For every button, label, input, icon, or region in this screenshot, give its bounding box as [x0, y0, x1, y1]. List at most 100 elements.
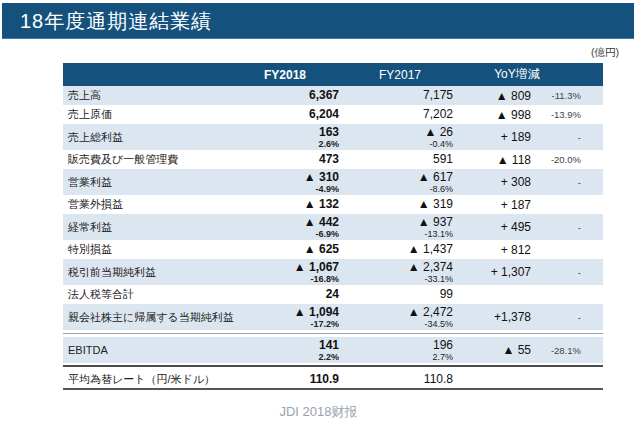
fy2018-margin-pct: 2.6% [231, 139, 353, 149]
cell-yoy: ▲ 118 [471, 150, 543, 169]
separator-line [63, 330, 603, 337]
cell-change-pct: - [543, 169, 603, 195]
cell-yoy: + 308 [471, 169, 543, 195]
cell-change-pct: - [543, 214, 603, 240]
cell-fy2017: ▲ 26-0.4% [353, 124, 471, 150]
table-row: 特別損益▲ 625▲ 1,437+ 812 [63, 240, 603, 259]
row-label: 売上総利益 [63, 124, 231, 150]
row-label: 法人税等合計 [63, 285, 231, 304]
cell-fy2017: 1962.7% [353, 337, 471, 363]
cell-yoy: + 812 [471, 240, 543, 259]
table-row: 税引前当期純利益▲ 1,067-16.8%▲ 2,374-33.1%+ 1,30… [63, 259, 603, 285]
fy2017-value: ▲ 319 [353, 198, 471, 211]
table-row: EBITDA1412.2%1962.7%▲ 55-28.1% [63, 337, 603, 363]
row-label: 特別損益 [63, 240, 231, 259]
table-separator-gray [63, 330, 603, 337]
fy2018-value: 141 [231, 339, 353, 352]
cell-change-pct: -20.0% [543, 150, 603, 169]
fy2018-value: ▲ 1,094 [231, 306, 353, 319]
cell-yoy: ▲ 998 [471, 105, 543, 124]
cell-yoy: ▲ 55 [471, 337, 543, 363]
cell-yoy: + 1,307 [471, 259, 543, 285]
fy2017-value: ▲ 1,437 [353, 243, 471, 256]
fy2017-value: 110.8 [353, 373, 471, 386]
table-row: 経常利益▲ 442-6.9%▲ 937-13.1%+ 495- [63, 214, 603, 240]
table-row: 平均為替レート（円/米ドル）110.9110.8 [63, 370, 603, 389]
cell-change-pct [543, 370, 603, 389]
cell-change-pct: -11.3% [543, 86, 603, 105]
page-title: 18年度通期連結業績 [2, 3, 634, 39]
cell-change-pct [543, 240, 603, 259]
fy2018-margin-pct: 2.2% [231, 352, 353, 362]
fy2018-value: 6,367 [231, 89, 353, 102]
cell-yoy [471, 285, 543, 304]
fy2018-margin-pct: -4.9% [231, 184, 353, 194]
header-cell-empty [543, 63, 603, 86]
fy2017-margin-pct: 2.7% [353, 352, 471, 362]
fy2017-value: 99 [353, 288, 471, 301]
unit-label: (億円) [591, 46, 619, 60]
row-label: 親会社株主に帰属する当期純利益 [63, 304, 231, 330]
row-label: 営業利益 [63, 169, 231, 195]
row-label: 税引前当期純利益 [63, 259, 231, 285]
cell-fy2018: 6,367 [231, 86, 353, 105]
cell-fy2017: 7,175 [353, 86, 471, 105]
fy2018-value: ▲ 1,067 [231, 261, 353, 274]
table-row: 売上総利益1632.6%▲ 26-0.4%+ 189- [63, 124, 603, 150]
cell-fy2018: ▲ 442-6.9% [231, 214, 353, 240]
table-row: 親会社株主に帰属する当期純利益▲ 1,094-17.2%▲ 2,472-34.5… [63, 304, 603, 330]
cell-change-pct: -13.9% [543, 105, 603, 124]
fy2017-margin-pct: -13.1% [353, 229, 471, 239]
fy2017-value: 7,202 [353, 108, 471, 121]
row-label: 販売費及び一般管理費 [63, 150, 231, 169]
cell-fy2018: ▲ 625 [231, 240, 353, 259]
table-row: 営業利益▲ 310-4.9%▲ 617-8.6%+ 308- [63, 169, 603, 195]
cell-yoy: ▲ 809 [471, 86, 543, 105]
cell-change-pct: - [543, 124, 603, 150]
cell-yoy [471, 370, 543, 389]
table-row: 営業外損益▲ 132▲ 319+ 187 [63, 195, 603, 214]
fy2018-value: 163 [231, 126, 353, 139]
row-label: EBITDA [63, 337, 231, 363]
fy2017-value: ▲ 937 [353, 216, 471, 229]
cell-fy2017: 110.8 [353, 370, 471, 389]
cell-fy2018: ▲ 1,067-16.8% [231, 259, 353, 285]
row-label: 売上原価 [63, 105, 231, 124]
image-caption: JDI 2018财报 [0, 403, 637, 421]
cell-fy2018: 473 [231, 150, 353, 169]
table-row: 売上高6,3677,175▲ 809-11.3% [63, 86, 603, 105]
row-label: 営業外損益 [63, 195, 231, 214]
cell-yoy: + 495 [471, 214, 543, 240]
table-row: 売上原価6,2047,202▲ 998-13.9% [63, 105, 603, 124]
cell-fy2018: ▲ 1,094-17.2% [231, 304, 353, 330]
cell-fy2018: 110.9 [231, 370, 353, 389]
cell-fy2018: ▲ 310-4.9% [231, 169, 353, 195]
fy2018-value: 110.9 [231, 373, 353, 386]
cell-fy2017: ▲ 937-13.1% [353, 214, 471, 240]
cell-fy2017: ▲ 1,437 [353, 240, 471, 259]
cell-change-pct [543, 285, 603, 304]
fy2018-value: 24 [231, 288, 353, 301]
fy2018-margin-pct: -6.9% [231, 229, 353, 239]
cell-fy2018: ▲ 132 [231, 195, 353, 214]
fy2017-value: 7,175 [353, 89, 471, 102]
cell-fy2017: ▲ 617-8.6% [353, 169, 471, 195]
table-body: 売上高6,3677,175▲ 809-11.3%売上原価6,2047,202▲ … [63, 86, 603, 389]
cell-fy2017: 99 [353, 285, 471, 304]
fy2017-margin-pct: -0.4% [353, 139, 471, 149]
fy2018-value: ▲ 625 [231, 243, 353, 256]
fy2018-margin-pct: -17.2% [231, 319, 353, 329]
table-row: 法人税等合計2499 [63, 285, 603, 304]
row-label: 平均為替レート（円/米ドル） [63, 370, 231, 389]
cell-fy2017: 591 [353, 150, 471, 169]
fy2017-value: ▲ 26 [353, 126, 471, 139]
separator-line [63, 363, 603, 370]
header-cell-yoy: YoY増減 [471, 63, 543, 86]
table-separator-dark [63, 363, 603, 370]
cell-change-pct: - [543, 259, 603, 285]
header-cell-fy2017: FY2017 [353, 63, 471, 86]
cell-fy2017: 7,202 [353, 105, 471, 124]
fy2018-value: ▲ 132 [231, 198, 353, 211]
cell-fy2018: 1632.6% [231, 124, 353, 150]
cell-fy2018: 24 [231, 285, 353, 304]
